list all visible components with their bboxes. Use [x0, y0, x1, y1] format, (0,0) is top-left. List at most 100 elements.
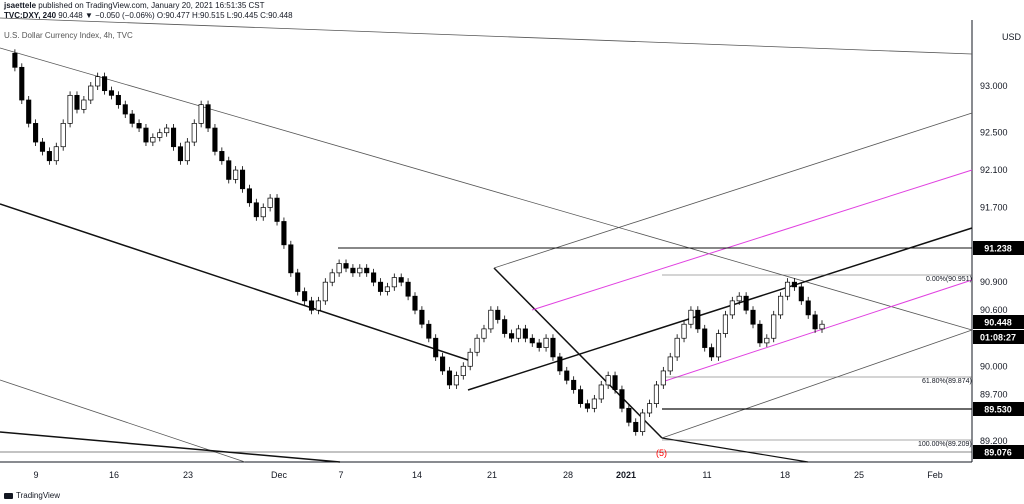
candle-body: [219, 151, 225, 162]
candle-body: [633, 421, 639, 433]
candle-body: [543, 337, 549, 348]
price-badge-1: 90.448: [973, 315, 1024, 329]
price-tick-0: 93.000: [980, 81, 1008, 91]
pitchfork-extension: [661, 437, 809, 463]
candle-body: [198, 104, 204, 124]
candle-body: [509, 333, 515, 339]
candle-body: [239, 169, 246, 190]
candle-body: [709, 347, 715, 358]
time-tick-8: 2021: [616, 470, 636, 480]
candle-body: [350, 267, 356, 274]
candle-body: [474, 337, 480, 353]
candle-body: [150, 137, 156, 143]
candle-body: [177, 146, 184, 162]
pitchfork-handle: [493, 267, 663, 439]
candle-body: [681, 323, 687, 339]
candle-body: [798, 286, 804, 302]
candle-body: [495, 309, 501, 320]
price-badges: 91.238 90.448 01:08:27 89.530 89.076: [973, 241, 1024, 459]
candle-body: [784, 281, 791, 297]
price-badge-3: 89.530: [973, 402, 1024, 416]
candle-body: [446, 370, 453, 386]
candle-body: [819, 323, 825, 330]
median-line-lower: [661, 279, 973, 383]
candle-body: [12, 52, 18, 68]
candle-body: [191, 123, 197, 143]
candle-body: [398, 277, 404, 283]
candle-body: [267, 197, 273, 208]
candle-body: [467, 351, 473, 367]
candle-body: [391, 277, 397, 288]
candle-body: [460, 365, 466, 376]
candle-body: [550, 337, 556, 358]
candle-body: [60, 123, 66, 148]
candle-body: [253, 202, 259, 218]
candle-body: [336, 263, 342, 274]
candle-body: [102, 76, 108, 92]
candle-body: [612, 375, 618, 390]
candle-body: [295, 272, 301, 292]
publisher-name: jsaettele: [4, 1, 37, 10]
candle-body: [722, 314, 728, 334]
published-text: published on TradingView.com, January 20…: [38, 1, 265, 10]
candle-body: [171, 127, 177, 148]
candle-body: [536, 342, 542, 348]
time-tick-0: 9: [33, 470, 38, 480]
price-tick-2: 92.100: [980, 165, 1008, 175]
candle-body: [281, 221, 287, 246]
candle-body: [653, 384, 659, 404]
long-downtrend-line: [0, 47, 973, 331]
candle-body: [315, 300, 321, 311]
candle-body: [81, 99, 87, 110]
candle-body: [695, 309, 701, 330]
upper-channel-line: [0, 17, 973, 55]
time-tick-12: Feb: [927, 470, 943, 480]
candle-body: [502, 319, 508, 334]
tradingview-brand: TradingView: [16, 491, 61, 500]
candle-body: [39, 141, 46, 152]
candle-body: [129, 113, 135, 124]
price-tick-6: 90.000: [980, 361, 1008, 371]
candle-body: [736, 295, 742, 302]
fib-label-618: 61.80%(89.874): [922, 378, 972, 385]
candle-body: [743, 295, 749, 311]
candle-body: [674, 337, 680, 358]
price-badge-0: 91.238: [973, 241, 1024, 255]
candle-body: [591, 398, 597, 409]
candle-body: [53, 146, 59, 162]
header-line-2: TVC:DXY, 240 90.448 ▼ −0.050 (−0.06%) O:…: [4, 11, 293, 20]
candle-body: [791, 281, 797, 288]
pitchfork-top: [493, 112, 973, 269]
candle-body: [619, 389, 625, 409]
candle-body: [433, 337, 439, 358]
time-tick-10: 18: [780, 470, 790, 480]
trendlines: [0, 17, 973, 463]
candle-body: [529, 337, 535, 344]
svg-text:89.530: 89.530: [984, 405, 1012, 415]
time-tick-7: 28: [563, 470, 573, 480]
price-badge-2: 01:08:27: [973, 330, 1024, 344]
candle-body: [771, 314, 777, 339]
candle-body: [750, 309, 756, 325]
candle-body: [364, 267, 370, 274]
svg-text:91.238: 91.238: [984, 244, 1012, 254]
candle-body: [88, 85, 94, 101]
fib-label-100: 100.00%(89.209): [918, 441, 972, 448]
time-axis: 9 16 23 Dec 7 14 21 28 2021 11 18 25 Feb: [33, 470, 942, 480]
fib-label-0: 0.00%(90.951): [926, 276, 972, 283]
candle-body: [184, 141, 190, 162]
candle-body: [598, 384, 604, 400]
candle-body: [95, 76, 101, 87]
candle-body: [67, 94, 73, 124]
candle-body: [329, 272, 335, 283]
candle-body: [226, 160, 232, 180]
chart-legend: U.S. Dollar Currency Index, 4h, TVC: [4, 31, 133, 40]
rising-trendline: [467, 227, 973, 391]
svg-text:89.076: 89.076: [984, 448, 1012, 458]
tradingview-footer[interactable]: TradingView: [4, 491, 60, 500]
candle-body: [453, 375, 459, 386]
candle-body: [419, 309, 425, 325]
candle-body: [46, 151, 52, 162]
svg-text:01:08:27: 01:08:27: [980, 333, 1016, 343]
